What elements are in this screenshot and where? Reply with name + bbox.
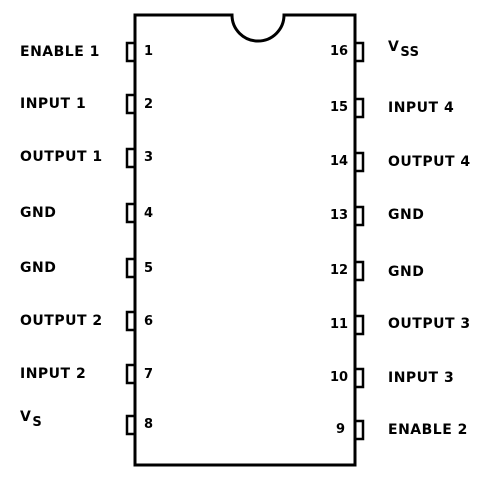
- pin-4-number: 4: [144, 206, 154, 221]
- pin-6-number: 6: [144, 314, 154, 329]
- pin-6-label: OUTPUT 2: [20, 313, 103, 329]
- pin-11-label: OUTPUT 3: [388, 316, 471, 332]
- pin-10-tab: [355, 367, 365, 389]
- pin-7-label: INPUT 2: [20, 366, 87, 382]
- pin-12-tab: [355, 260, 365, 282]
- pin-4-label: GND: [20, 205, 57, 221]
- pin-11-tab: [355, 314, 365, 336]
- pin-12-number: 12: [330, 263, 349, 278]
- pin-13-tab: [355, 205, 365, 227]
- pin-8-tab: [125, 414, 135, 436]
- pin-15-tab: [355, 97, 365, 119]
- pin-3-number: 3: [144, 150, 154, 165]
- pin-14-number: 14: [330, 154, 349, 169]
- pin-9-tab: [355, 419, 365, 441]
- pin-9-label: ENABLE 2: [388, 422, 468, 438]
- pin-7-tab: [125, 363, 135, 385]
- pin-5-tab: [125, 257, 135, 279]
- pin-2-tab: [125, 93, 135, 115]
- pin-10-label: INPUT 3: [388, 370, 455, 386]
- pin-5-label: GND: [20, 260, 57, 276]
- pin-10-number: 10: [330, 370, 349, 385]
- pin-15-label: INPUT 4: [388, 100, 455, 116]
- pin-4-tab: [125, 202, 135, 224]
- pin-2-label: INPUT 1: [20, 96, 87, 112]
- pin-11-number: 11: [330, 317, 349, 332]
- pin-14-tab: [355, 151, 365, 173]
- pin-7-number: 7: [144, 367, 154, 382]
- pin-1-label: ENABLE 1: [20, 44, 100, 60]
- pin-3-label: OUTPUT 1: [20, 149, 103, 165]
- pin-5-number: 5: [144, 261, 154, 276]
- pin-12-label: GND: [388, 264, 425, 280]
- right-pin-tabs: [355, 41, 365, 441]
- pin-8-number: 8: [144, 417, 154, 432]
- pin-3-tab: [125, 147, 135, 169]
- pin-8-label: VS: [20, 409, 43, 430]
- pin-6-tab: [125, 310, 135, 332]
- pin-2-number: 2: [144, 97, 154, 112]
- pin-1-number: 1: [144, 44, 154, 59]
- pin-13-number: 13: [330, 208, 349, 223]
- pin-16-number: 16: [330, 44, 349, 59]
- pin-1-tab: [125, 41, 135, 63]
- pin-16-tab: [355, 41, 365, 63]
- pin-14-label: OUTPUT 4: [388, 154, 471, 170]
- pin-9-number: 9: [336, 422, 346, 437]
- pin-13-label: GND: [388, 207, 425, 223]
- pin-15-number: 15: [330, 100, 349, 115]
- left-pin-tabs: [125, 41, 135, 436]
- pin-16-label: VSS: [388, 39, 420, 60]
- chip-body: [133, 13, 357, 467]
